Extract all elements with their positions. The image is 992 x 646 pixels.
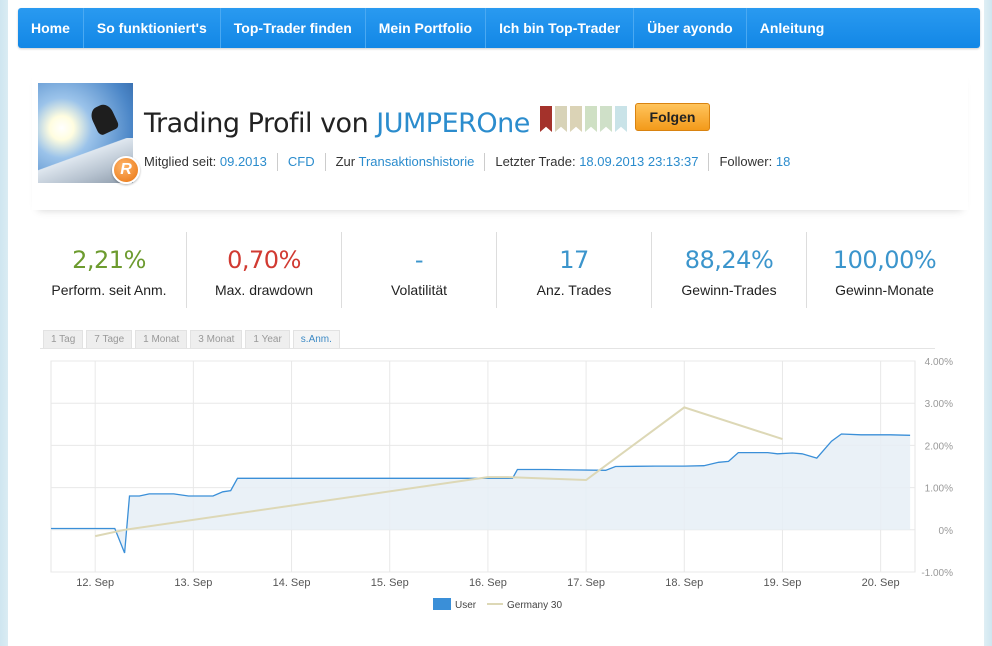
- trader-badge-icon: R: [112, 156, 140, 184]
- x-tick-label: 16. Sep: [469, 577, 507, 589]
- history-prefix: Zur: [335, 154, 356, 169]
- stat-value: 17: [559, 246, 589, 274]
- y-tick-label: 0%: [939, 526, 954, 537]
- legend-swatch-user: [433, 598, 451, 610]
- range-tab[interactable]: s.Anm.: [292, 330, 340, 348]
- account-type-value[interactable]: CFD: [287, 154, 315, 169]
- y-tick-label: 4.00%: [925, 357, 953, 368]
- avatar-snowboarder: [88, 101, 120, 137]
- nav-item-0[interactable]: Home: [18, 8, 84, 48]
- y-tick-label: -1.00%: [921, 568, 953, 579]
- nav-item-1[interactable]: So funktioniert's: [84, 8, 221, 48]
- last-trade-value: 18.09.2013 23:13:37: [579, 154, 699, 169]
- rank-flag-icon: [570, 106, 582, 132]
- transaction-history-link[interactable]: Transaktionshistorie: [358, 154, 475, 169]
- stat-block: 17 Anz. Trades: [497, 232, 652, 308]
- stat-block: 2,21% Perform. seit Anm.: [32, 232, 187, 308]
- nav-item-2[interactable]: Top-Trader finden: [221, 8, 366, 48]
- followers: Follower: 18: [709, 153, 800, 171]
- nav-item-5[interactable]: Über ayondo: [634, 8, 747, 48]
- main-nav: Home So funktioniert's Top-Trader finden Me…: [18, 8, 980, 48]
- stat-value: -: [414, 246, 424, 274]
- rank-flag-icon: [615, 106, 627, 132]
- performance-chart: 1 Tag 7 Tage 1 Monat 3 Monat 1 Year s.Anm. 4.…: [40, 330, 975, 630]
- stat-value: 88,24%: [684, 246, 774, 274]
- x-tick-label: 12. Sep: [76, 577, 114, 589]
- x-tick-label: 17. Sep: [567, 577, 605, 589]
- range-tab[interactable]: 1 Monat: [135, 330, 188, 348]
- rank-flag-icon: [555, 106, 567, 132]
- range-tabs: 1 Tag 7 Tage 1 Monat 3 Monat 1 Year s.Anm.: [43, 330, 340, 348]
- y-tick-label: 3.00%: [925, 399, 953, 410]
- series-area: [51, 434, 911, 553]
- nav-item-4[interactable]: Ich bin Top-Trader: [486, 8, 635, 48]
- rank-flags: [540, 106, 627, 132]
- stat-label: Gewinn-Monate: [835, 282, 934, 298]
- stat-value: 100,00%: [832, 246, 937, 274]
- range-tab[interactable]: 1 Tag: [43, 330, 84, 348]
- stat-value: 2,21%: [72, 246, 146, 274]
- chart-svg: 4.00% 3.00% 2.00% 1.00% 0% -1.00% 12. Sep 13. S…: [50, 357, 954, 611]
- range-tab[interactable]: 1 Year: [245, 330, 290, 348]
- last-trade-label: Letzter Trade:: [495, 154, 576, 169]
- rank-flag-icon: [540, 106, 552, 132]
- member-since: Mitglied seit: 09.2013: [144, 153, 278, 171]
- follow-button[interactable]: Folgen: [635, 103, 710, 131]
- stat-block: 88,24% Gewinn-Trades: [652, 232, 807, 308]
- x-tick-label: 15. Sep: [371, 577, 409, 589]
- series-line: [94, 406, 783, 538]
- stat-block: 100,00% Gewinn-Monate: [807, 232, 962, 308]
- stat-label: Volatilität: [390, 282, 448, 298]
- range-tab[interactable]: 3 Monat: [190, 330, 243, 348]
- x-tick-label: 19. Sep: [763, 577, 801, 589]
- followers-label: Follower:: [719, 154, 773, 169]
- nav-item-6[interactable]: Anleitung: [759, 20, 825, 36]
- stat-label: Anz. Trades: [536, 282, 612, 298]
- series-line: [51, 433, 911, 554]
- history-link-wrap: Zur Transaktionshistorie: [326, 153, 486, 171]
- stat-block: - Volatilität: [342, 232, 497, 308]
- stats-row: 2,21% Perform. seit Anm. 0,70% Max. drawdow…: [32, 232, 962, 308]
- profile-card: R Trading Profil von JUMPEROne Folgen Mi…: [32, 68, 968, 210]
- last-trade: Letzter Trade: 18.09.2013 23:13:37: [485, 153, 710, 171]
- username: JUMPEROne: [376, 108, 530, 139]
- y-tick-label: 1.00%: [925, 484, 953, 495]
- title-prefix: Trading Profil von: [144, 108, 369, 139]
- nav-item-3[interactable]: Mein Portfolio: [366, 8, 487, 48]
- y-tick-label: 2.00%: [925, 441, 953, 452]
- x-tick-label: 18. Sep: [665, 577, 703, 589]
- legend-label-germany30: Germany 30: [507, 600, 562, 611]
- rank-flag-icon: [585, 106, 597, 132]
- followers-value[interactable]: 18: [775, 154, 791, 169]
- legend-label-user: User: [455, 600, 477, 611]
- profile-meta: Mitglied seit: 09.2013 CFD Zur Transakti…: [144, 153, 800, 171]
- member-since-label: Mitglied seit:: [144, 154, 217, 169]
- rank-flag-icon: [600, 106, 612, 132]
- stat-block: 0,70% Max. drawdown: [187, 232, 342, 308]
- range-tab[interactable]: 7 Tage: [86, 330, 133, 348]
- account-type: CFD: [278, 153, 326, 171]
- stat-value: 0,70%: [227, 246, 301, 274]
- x-tick-label: 20. Sep: [862, 577, 900, 589]
- x-tick-label: 13. Sep: [174, 577, 212, 589]
- stat-label: Perform. seit Anm.: [51, 282, 167, 298]
- member-since-value: 09.2013: [219, 154, 267, 169]
- x-tick-label: 14. Sep: [273, 577, 311, 589]
- page-title: Trading Profil von JUMPEROne: [144, 108, 530, 139]
- chart-area: 4.00% 3.00% 2.00% 1.00% 0% -1.00% 12. Sep 13. S…: [40, 348, 953, 630]
- stat-label: Max. drawdown: [214, 282, 314, 298]
- stat-label: Gewinn-Trades: [681, 282, 777, 298]
